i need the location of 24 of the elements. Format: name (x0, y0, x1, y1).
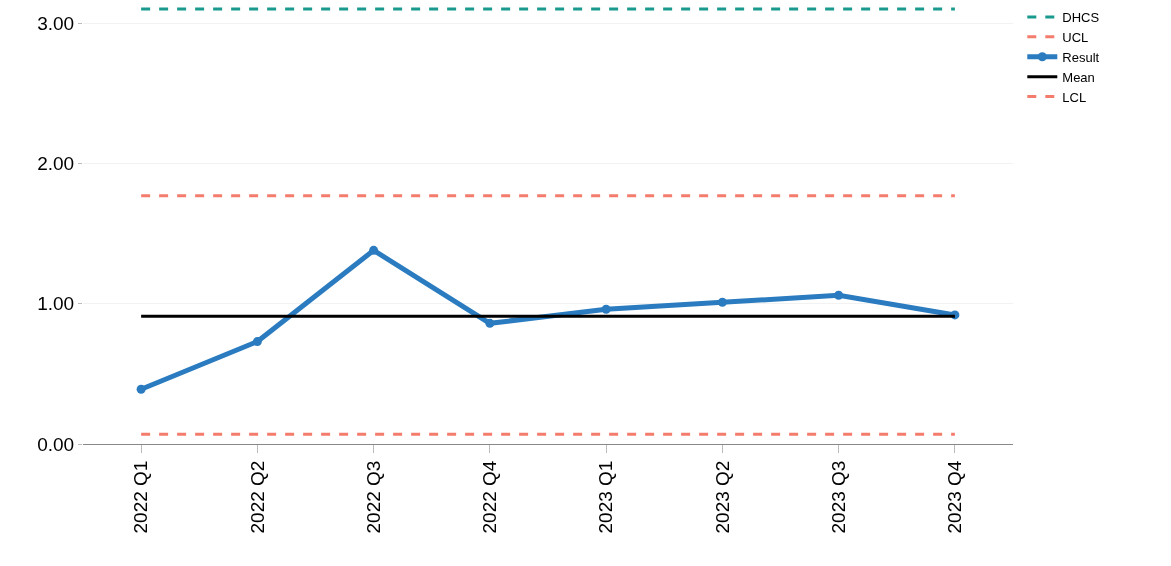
y-tick-label: 1.00 (37, 293, 75, 315)
y-tick-label: 0.00 (37, 433, 75, 455)
legend-label: Mean (1062, 69, 1095, 85)
x-tick-label: 2022 Q4 (479, 460, 501, 534)
point (369, 245, 379, 255)
point (252, 337, 262, 347)
x-tick-label: 2023 Q1 (595, 460, 617, 534)
x-tick-label: 2022 Q1 (130, 460, 152, 534)
point (485, 318, 495, 328)
x-tick-label: 2023 Q4 (944, 460, 966, 534)
x-tick-label: 2022 Q3 (362, 460, 384, 534)
y-tick-label: 3.00 (37, 12, 75, 34)
point (717, 297, 727, 307)
x-tick-label: 2023 Q2 (711, 460, 733, 534)
point (136, 384, 146, 394)
legend-label: DHCS (1062, 10, 1100, 26)
legend-label: LCL (1062, 89, 1087, 105)
point (834, 290, 844, 300)
x-tick-label: 2023 Q3 (827, 460, 849, 534)
point (601, 304, 611, 314)
legend-label: UCL (1062, 29, 1089, 45)
y-tick-label: 2.00 (37, 153, 75, 175)
x-tick-label: 2022 Q2 (246, 460, 268, 534)
legend-label: Result (1062, 49, 1100, 65)
